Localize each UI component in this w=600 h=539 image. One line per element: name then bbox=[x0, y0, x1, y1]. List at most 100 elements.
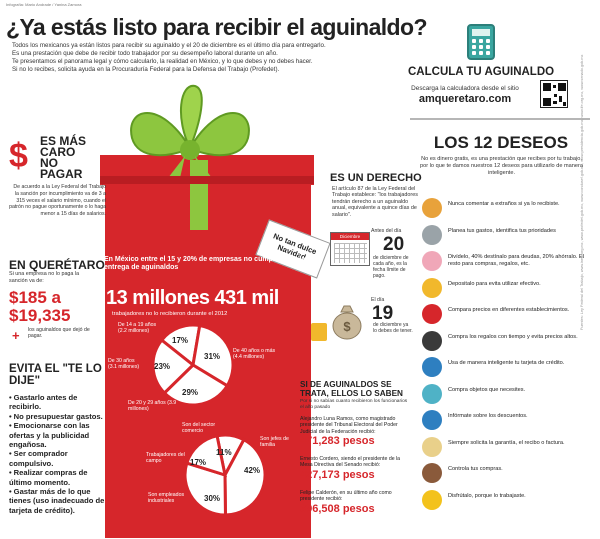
price-tag-icon bbox=[422, 304, 442, 324]
pie-label-commerce: Son del sector comercio bbox=[182, 422, 216, 435]
intro-line: Si no lo recibes, solicita ayuda en la P… bbox=[12, 66, 280, 74]
wish-item: Disfrútalo, porque lo trabajaste. bbox=[422, 489, 594, 512]
info-icon bbox=[422, 410, 442, 430]
intro-text: Todos los mexicanos ya están listos para… bbox=[12, 42, 372, 74]
queretaro-amounts: $185 a $19,335 bbox=[9, 289, 70, 325]
dollar-icon: $ bbox=[9, 137, 28, 175]
gift-stat: En México entre el 15 y 20% de empresas … bbox=[104, 256, 306, 272]
wish-text: Nunca comentar a extraños si ya lo recib… bbox=[448, 201, 560, 207]
page-title: ¿Ya estás listo para recibir el aguinald… bbox=[6, 14, 428, 40]
wish-text: Controla tus compras. bbox=[448, 466, 503, 472]
wish-item: Controla tus compras. bbox=[422, 463, 594, 485]
official-amount: 396,508 pesos bbox=[300, 502, 375, 515]
queretaro-description: Si una empresa no lo paga la sanción va … bbox=[9, 271, 80, 284]
wish-text: Planea tus gastos, identifica tus priori… bbox=[448, 227, 556, 234]
queretaro-title: EN QUERÉTARO bbox=[9, 258, 105, 272]
hand-icon bbox=[422, 198, 442, 218]
ribbon-vertical bbox=[190, 160, 208, 230]
list-item: Emocionarse con las ofertas y la publici… bbox=[9, 421, 107, 449]
section-divider bbox=[410, 118, 590, 120]
pie-slice bbox=[151, 338, 196, 396]
pie-value-age-14-19: 17% bbox=[172, 336, 189, 345]
wish-item: Compara precios en diferentes establecim… bbox=[422, 304, 594, 326]
wish-item: Depositalo para evita utilizar efectivo. bbox=[422, 277, 594, 300]
deseos-description: No es dinero gratis, es una prestación q… bbox=[420, 156, 583, 176]
calculator-site-link[interactable]: amqueretaro.com bbox=[418, 93, 512, 105]
list-item: Gastar más de lo que tienes (uso inadecu… bbox=[9, 487, 107, 515]
pie-slice bbox=[183, 461, 227, 517]
pie-value-commerce: 11% bbox=[216, 448, 232, 457]
coins-icon bbox=[422, 277, 442, 298]
official-desc: Felipe Calderón, en su último año como p… bbox=[300, 490, 392, 503]
calculator-icon bbox=[467, 24, 495, 60]
pie-value-field: 17% bbox=[190, 458, 207, 467]
wish-text: Depositalo para evita utilizar efectivo. bbox=[448, 280, 541, 287]
derecho-title: ES UN DERECHO bbox=[330, 172, 422, 184]
evita-title: EVITA EL "TE LO DIJE" bbox=[9, 363, 102, 387]
wish-text: Siempre solicita la garantía, el recibo … bbox=[448, 439, 565, 446]
wish-item: Infórmate sobre los descuentos. bbox=[422, 410, 594, 432]
qr-code-icon[interactable] bbox=[540, 80, 568, 108]
piggy-bank-icon bbox=[422, 251, 442, 271]
day20-description: de diciembre de cada año, es la fecha lí… bbox=[373, 255, 409, 279]
pie-label-age-20-29: De 20 y 29 años (3.9 millones) bbox=[128, 400, 177, 413]
calculator-title: CALCULA TU AGUINALDO bbox=[408, 66, 555, 78]
pie-value-age-30: 23% bbox=[154, 362, 171, 371]
pie-slice bbox=[184, 434, 227, 478]
pie-slice bbox=[162, 363, 230, 407]
wish-text: Compara precios en diferentes establecim… bbox=[448, 307, 570, 313]
evita-list: Gastarlo antes de recibirlo. No presupue… bbox=[9, 393, 107, 515]
day19-label: El día bbox=[371, 297, 385, 303]
saben-subtitle: Por si no sabías cuanto recibieron los f… bbox=[300, 399, 408, 410]
day19-number: 19 bbox=[372, 303, 394, 324]
pie-label-industrial: Son empleados industriales bbox=[148, 492, 185, 505]
wish-item: Compra los regalos con tiempo y evita pr… bbox=[422, 330, 594, 353]
derecho-description: El artículo 87 de la Ley Federal del Tra… bbox=[332, 186, 418, 218]
amount-max: $19,335 bbox=[9, 306, 71, 325]
coin-stack-icon bbox=[311, 323, 327, 341]
pie-value-heads: 42% bbox=[244, 466, 261, 475]
svg-text:$: $ bbox=[343, 319, 351, 334]
bow-icon bbox=[130, 84, 250, 178]
wish-text: Infórmate sobre los descuentos. bbox=[448, 413, 528, 419]
official-entry: Alejandro Luna Ramos, como magistrado pr… bbox=[300, 416, 410, 447]
official-amount: 427,173 pesos bbox=[300, 468, 375, 481]
pie-label-heads: Son jefes de familia bbox=[260, 436, 289, 449]
pie-value-industrial: 30% bbox=[204, 494, 221, 503]
plus-icon: + bbox=[12, 328, 20, 343]
credit-card-icon bbox=[422, 357, 442, 377]
big-number-caption: trabajadores no lo recibieron durante el… bbox=[112, 311, 228, 317]
credit-line: Infografía: Mario Andrade / Yanina Zamor… bbox=[6, 2, 82, 7]
deseos-title: LOS 12 DESEOS bbox=[433, 133, 569, 152]
official-desc: Ernesto Cordero, siendo el presidente de… bbox=[300, 456, 401, 469]
age-pie-chart bbox=[151, 323, 235, 407]
official-desc: Alejandro Luna Ramos, como magistrado pr… bbox=[300, 416, 398, 435]
lid-shadow bbox=[100, 176, 314, 184]
intro-line: Es una prestación que debe de recibir to… bbox=[12, 50, 278, 58]
official-entry: Ernesto Cordero, siendo el presidente de… bbox=[300, 456, 410, 481]
list-item: Gastarlo antes de recibirlo. bbox=[9, 393, 107, 412]
wish-text: Disfrútalo, porque lo trabajaste. bbox=[448, 492, 526, 499]
caro-title: ES MÁS CARO NO PAGAR bbox=[40, 134, 87, 181]
smiley-icon bbox=[422, 489, 442, 510]
sector-pie-chart bbox=[183, 433, 267, 517]
calculator-subtitle: Descarga la calculadora desde el sitio bbox=[411, 85, 519, 92]
day20-number: 20 bbox=[383, 234, 405, 255]
list-item: Ser comprador compulsivo. bbox=[9, 449, 107, 468]
caro-description: De acuerdo a la Ley Federal del Trabajo … bbox=[9, 184, 106, 218]
day20-label: Antes del día bbox=[371, 228, 402, 234]
wish-item: Divídelo, 40% destínalo para deudas, 20%… bbox=[422, 251, 594, 273]
wish-text: Compra objetos que necesites. bbox=[448, 386, 526, 393]
wish-text: Usa de manera inteligente tu tarjeta de … bbox=[448, 360, 565, 366]
checklist-icon bbox=[422, 224, 442, 245]
calendar-month: Diciembre bbox=[331, 233, 369, 240]
plus-description: los aguinaldos que dejó de pagar. bbox=[28, 327, 90, 340]
pie-value-age-40: 31% bbox=[204, 352, 221, 361]
money-bag-icon: $ bbox=[332, 305, 362, 340]
official-amount: 471,283 pesos bbox=[300, 435, 375, 448]
wish-item: Compra objetos que necesites. bbox=[422, 383, 594, 406]
official-entry: Felipe Calderón, en su último año como p… bbox=[300, 490, 410, 515]
list-item: No presupuestar gastos. bbox=[9, 412, 107, 421]
pie-slice bbox=[223, 437, 267, 517]
basket-icon bbox=[422, 383, 442, 404]
